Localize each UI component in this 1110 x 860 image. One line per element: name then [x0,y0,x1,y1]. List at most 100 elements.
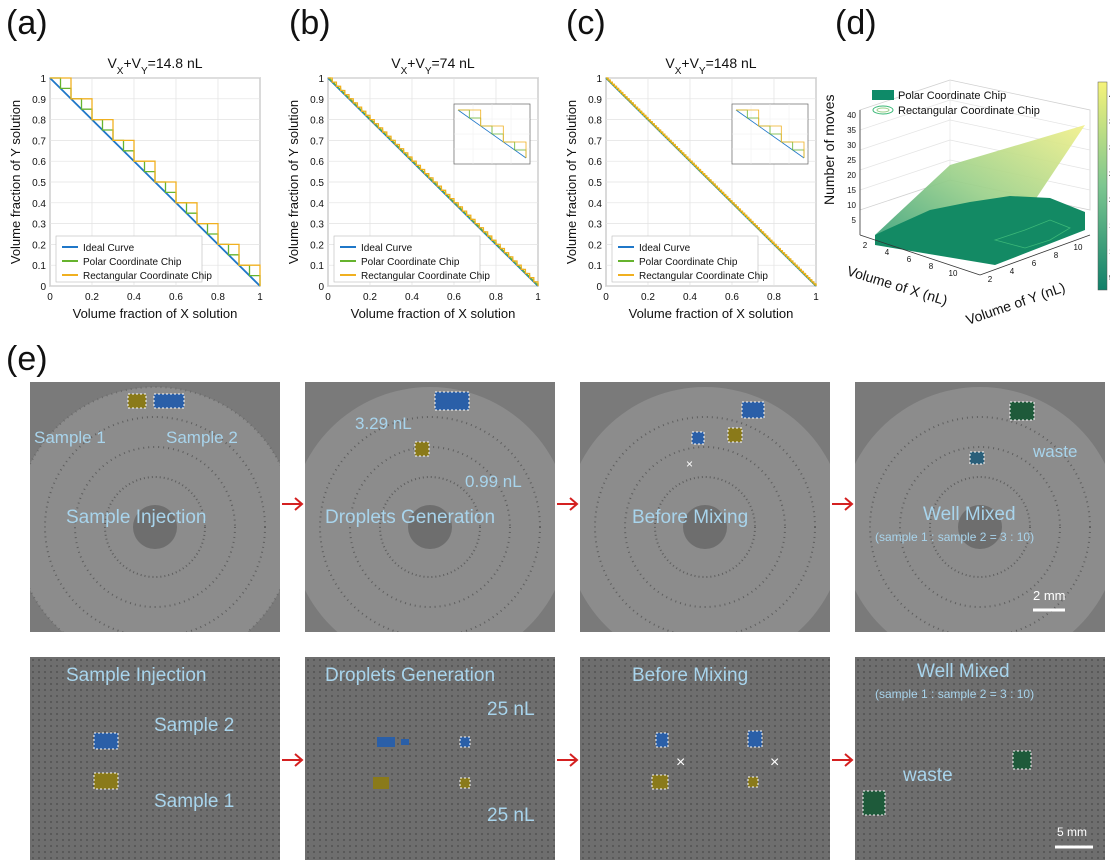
inset-series-2 [736,109,805,158]
y-tick-label: 0.6 [32,157,46,168]
x-tick-label: 8 [929,262,934,271]
y-tick-label: 0.5 [588,178,602,189]
caption-sample-injection: Sample Injection [66,507,207,528]
polar-contour [993,219,1071,249]
polar-surface [875,196,1085,265]
legend-label: Rectangular Coordinate Chip [639,271,768,282]
legend-box [333,235,481,283]
label-volume-25-b: 25 nL [487,805,535,826]
x-tick-label: 10 [949,269,958,278]
y-tick-label: 0.3 [32,220,46,231]
arrow-right-icon [557,753,579,767]
row1-photo-sample-injection: Sample 1 Sample 2 Sample Injection [30,382,280,632]
svg-text:×: × [686,457,693,471]
x-tick-label: 0.2 [641,292,655,303]
y-tick-label: 0.3 [310,220,324,231]
row1-photo-droplets-generation: 3.29 nL 0.99 nL Droplets Generation [305,382,555,632]
legend-swatch-rect-inner [876,107,890,113]
x-tick-label: 0.4 [683,292,697,303]
y-tick-label: 0.9 [32,95,46,106]
x-tick-label: 4 [885,248,890,257]
y-tick-label: 0.1 [588,261,602,272]
z-tick-label: 20 [847,171,856,180]
y-tick-label: 0.8 [588,116,602,127]
x-tick-label: 1 [257,292,263,303]
arrow-right-icon [282,497,304,511]
caption-sample-injection-2: Sample Injection [66,665,207,686]
x-axis [859,234,981,276]
rect-chip-image [855,657,1105,860]
z-tick-label: 30 [847,141,856,150]
y-tick-label: 0.1 [310,261,324,272]
z-axis-label: Number of moves [821,95,837,205]
inset-series-2 [458,109,527,158]
x-tick-label: 1 [535,292,541,303]
y-tick-label: 0.6 [310,157,324,168]
y-tick-label: 0.9 [310,95,324,106]
label-sample-2: Sample 2 [166,428,238,447]
caption-before-mixing: Before Mixing [632,507,749,528]
legend-label: Ideal Curve [83,243,135,254]
y-tick-label: 1 [40,74,46,85]
x-axis-label: Volume of X (nL) [845,263,949,309]
y-axis-label: Volume fraction of Y solution [564,100,579,264]
z-tick-label: 25 [847,156,856,165]
y-tick-label: 0.1 [32,261,46,272]
panel-label-e: (e) [6,340,48,378]
legend-label: Rectangular Coordinate Chip [361,271,490,282]
scale-bar-label: 2 mm [1033,588,1066,603]
chart-c: VX+VY=148 nL 0 0.1 0.2 0.3 0.4 0.5 0.6 0.7 0.8 0.9… [564,55,819,321]
y-tick-label: 0.5 [310,178,324,189]
label-sample-1-b: Sample 1 [154,791,235,812]
inset-series-1 [736,109,805,158]
polar-chip-image [855,382,1105,632]
row1-photo-well-mixed: waste Well Mixed (sample 1 : sample 2 = … [855,382,1105,632]
x-tick-label: 0.6 [447,292,461,303]
y-tick-label: 0.2 [588,240,602,251]
x-tick-label: 2 [863,241,868,250]
x-tick-label: 0.6 [725,292,739,303]
row1-photo-before-mixing: × Before Mixing [580,382,830,632]
x-tick-label: 1 [813,292,819,303]
panel-label-a: (a) [6,4,48,42]
x-axis-label: Volume fraction of X solution [351,306,516,321]
y-axis-label: Volume of Y (nL) [964,279,1067,328]
panel-label-c: (c) [566,4,606,42]
x-axis-label: Volume fraction of X solution [73,306,238,321]
y-tick-label: 0 [40,282,46,293]
z-tick-labels: 5 10 15 20 25 30 35 40 [847,111,856,225]
z-tick-label: 15 [847,186,856,195]
chart-a: VX+VY=14.8 nL 0 0.1 0.2 0.3 0.4 0.5 0.6 0.7 0.8 0.… [8,55,263,321]
y-tick-label: 0.8 [310,116,324,127]
y-tick-label: 0.7 [32,136,46,147]
z-tick-label: 40 [847,111,856,120]
legend-label: Ideal Curve [639,243,691,254]
x-tick-label: 0.8 [211,292,225,303]
y-tick-label: 0.8 [32,116,46,127]
y-tick-label: 0.2 [32,240,46,251]
y-tick-label: 0.4 [588,199,602,210]
chart-title: VX+VY=148 nL [665,55,756,77]
legend-label-rect: Rectangular Coordinate Chip [898,105,1040,117]
chart-title: VX+VY=74 nL [391,55,475,77]
label-sample-1: Sample 1 [34,428,106,447]
arrow-right-icon [832,753,854,767]
y-tick-label: 8 [1054,251,1059,260]
y-tick-label: 0.2 [310,240,324,251]
caption-before-mixing-2: Before Mixing [632,665,749,686]
y-tick-label: 10 [1074,243,1083,252]
ratio-label: (sample 1 : sample 2 = 3 : 10) [875,530,1035,544]
y-tick-label: 0.6 [588,157,602,168]
legend-label: Polar Coordinate Chip [83,257,182,268]
polar-chip-image: × [580,382,830,632]
y-tick-label: 0 [318,282,324,293]
x-tick-labels: 2 4 6 8 10 [863,241,958,278]
y-tick-label: 0.9 [588,95,602,106]
polar-chip-image [30,382,280,632]
caption-droplets-generation-2: Droplets Generation [325,665,496,686]
z-tick-label: 5 [852,216,857,225]
legend-box [611,235,759,283]
x-tick-label: 6 [907,255,912,264]
rect-chip-image: × × [580,657,830,860]
y-tick-label: 0.7 [588,136,602,147]
